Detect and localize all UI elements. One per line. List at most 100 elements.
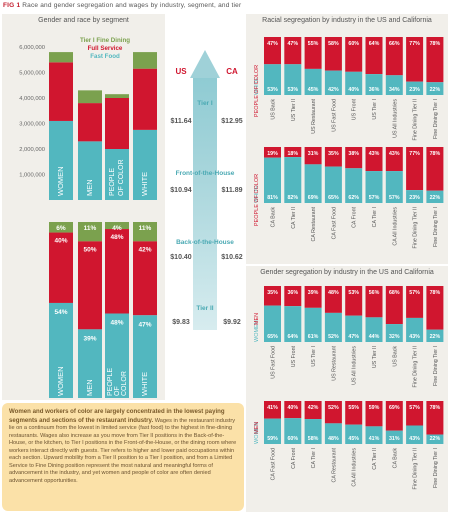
legend-item: Fast Food [90,53,120,60]
fine-dining-value: 11% [139,225,152,232]
segment-bottom-value: 53% [267,87,278,93]
y-tick-label: 5,000,000 [19,71,45,77]
segment-top-value: 35% [328,151,339,157]
segment-bottom [345,168,363,203]
industry-label: Fine Dining Tier II [413,99,419,141]
segment-top [406,37,424,82]
segment-bottom-value: 65% [267,334,278,340]
fast-food-bar [78,329,102,398]
segment-top-value: 77% [409,41,420,47]
segment-bottom [284,418,302,444]
segment-bottom-value: 57% [369,195,380,201]
segment-top-value: 40% [287,405,298,411]
industry-label: US All Industries [392,99,398,138]
segment-top [365,37,383,75]
legend-top: PEOPLE OF COLOR [254,65,260,117]
category-label: WOMEN [56,366,65,396]
segment-bottom [304,419,322,444]
full-service-value: 48% [110,234,123,241]
segment-bottom [406,81,424,95]
segment-top [426,37,444,83]
segment-top [284,401,302,419]
segment-bottom-value: 69% [308,195,319,201]
y-tick-label: 6,000,000 [19,45,45,51]
segment-bottom [284,157,302,203]
segment-bottom [264,418,281,444]
segment-bottom [284,306,302,342]
segment-top [365,286,383,318]
industry-label: CA Restaurant [331,447,337,482]
segment-bottom [324,166,342,203]
segment-bottom-value: 48% [328,436,339,442]
industry-label: CA All Industries [352,448,358,487]
industry-label: Fine Dining Tier II [413,448,419,490]
industry-label: US Front [291,345,297,367]
segment-bottom-value: 45% [308,87,319,93]
segment-bottom-value: 64% [287,334,298,340]
segment-bottom [385,171,403,203]
segment-top-value: 55% [348,405,359,411]
full-service-value: 42% [138,246,151,253]
segment-top [264,37,281,65]
segment-bottom [304,307,322,342]
wage-us-value: $10.40 [170,254,192,261]
segment-top [345,37,363,72]
segment-top-value: 18% [287,151,298,157]
segment-top-value: 47% [267,41,278,47]
legend-item: Tier I Fine Dining [80,37,130,44]
segment-bottom-value: 61% [308,334,319,340]
industry-label: US Restaurant [331,345,337,380]
industry-label: Fine Dining Tier I [433,207,439,247]
industry-label: US Back [392,346,398,367]
segment-top [324,286,342,313]
category-label: OF [114,386,121,396]
full-service-bar [49,232,73,303]
racial-segregation-title: Racial segregation by industry in the US… [262,17,432,24]
industry-label: CA Fast Food [331,207,337,239]
fast-food-value: 54% [54,309,67,316]
full-service-value: 50% [83,246,96,253]
legend-top: MEN [254,422,260,434]
y-tick-label: 2,000,000 [19,147,45,153]
segment-bottom-value: 23% [409,87,420,93]
tier-label: Front-of-the-House [176,170,235,177]
segment-bottom [365,426,383,444]
full-service-bar [133,241,157,316]
segment-top-value: 38% [348,151,359,157]
segment-bottom-value: 22% [430,195,441,201]
segment-top [264,401,281,419]
segment-bottom-value: 42% [328,87,339,93]
segment-top-value: 35% [267,290,278,296]
category-label: MEN [85,379,94,396]
segment-bottom [385,324,403,342]
segment-top-value: 69% [389,405,400,411]
segment-top [284,147,302,158]
segment-top [324,401,342,424]
category-label: WHITE [140,172,149,196]
fast-food-bar [105,149,129,200]
segment-bottom [304,68,322,95]
segment-top [264,147,281,158]
segment-top [406,401,424,426]
wage-us-value: $11.64 [170,118,191,125]
segment-top-value: 60% [348,41,359,47]
industry-label: US Fast Food [271,346,277,379]
industry-label: CA Tier II [291,207,297,229]
industry-label: US Tier II [372,346,378,368]
summary-lead: Women and workers of color are largely c… [9,408,225,424]
tier-label: Back-of-the-House [176,239,234,246]
segment-bottom-value: 31% [389,436,400,442]
arrow-shaft [193,78,217,330]
fine-dining-bar [133,222,157,242]
segment-top [385,147,403,172]
industry-label: Fine Dining Tier II [413,346,419,388]
segment-bottom-value: 40% [348,87,359,93]
segment-bottom [365,74,383,95]
segment-top-value: 53% [348,290,359,296]
category-label: PEOPLE [107,368,114,396]
segment-top-value: 19% [267,151,278,157]
wage-col-ca: CA [226,67,238,76]
segment-top [385,286,403,325]
segment-top-value: 64% [369,41,380,47]
